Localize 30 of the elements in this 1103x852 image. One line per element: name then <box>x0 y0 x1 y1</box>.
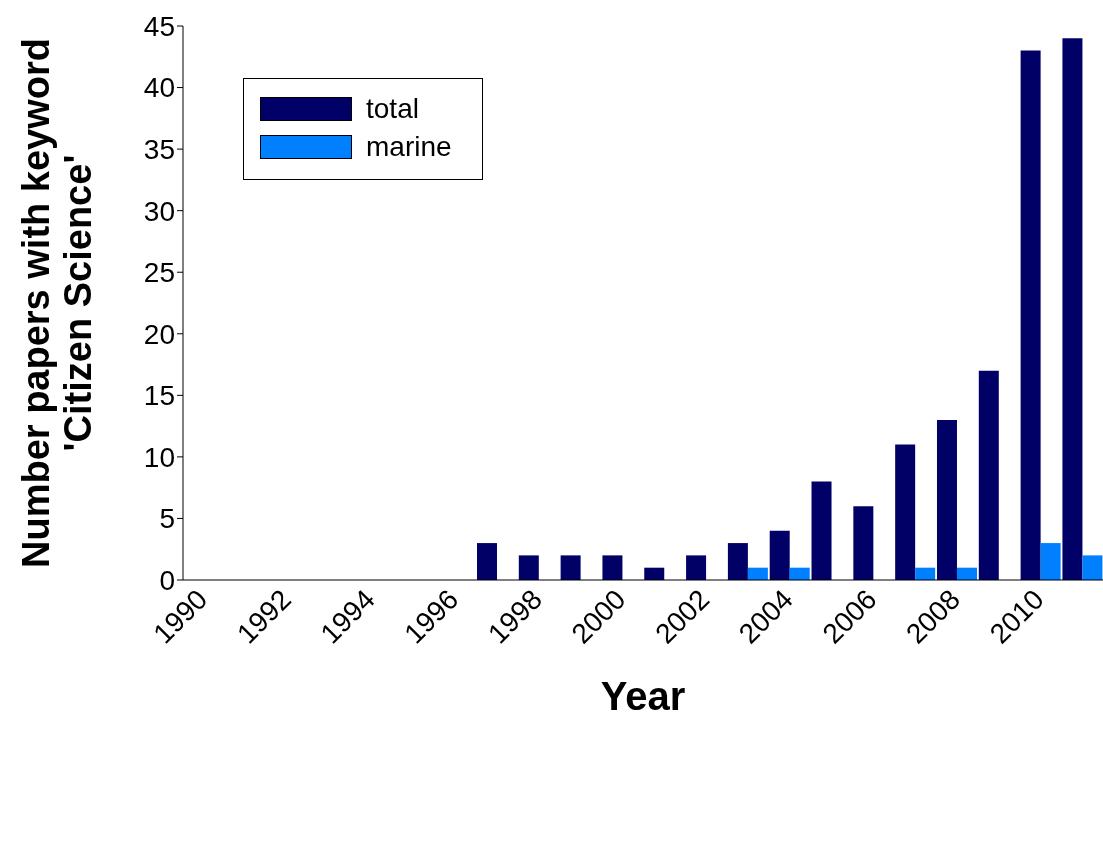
y-tick-label: 35 <box>143 134 175 166</box>
bar <box>686 555 707 580</box>
y-tick-label: 10 <box>143 441 175 473</box>
y-tick-label: 15 <box>143 380 175 412</box>
bar <box>1040 543 1061 580</box>
bar <box>895 444 916 580</box>
bar <box>476 543 497 580</box>
y-tick-label: 5 <box>159 503 175 535</box>
bar <box>978 370 999 580</box>
bar <box>602 555 623 580</box>
y-tick-label: 40 <box>143 72 175 104</box>
y-tick-label: 25 <box>143 257 175 289</box>
bar <box>1020 50 1041 580</box>
bar <box>853 506 874 580</box>
bar <box>727 543 748 580</box>
y-axis-title: Number papers with keyword 'Citizen Science' <box>15 37 99 569</box>
x-axis-title: Year <box>600 674 686 718</box>
y-tick-label: 0 <box>159 564 175 596</box>
bar <box>811 481 832 580</box>
bar <box>936 419 957 580</box>
bar <box>1062 38 1083 580</box>
bar <box>560 555 581 580</box>
y-tick-label: 20 <box>143 318 175 350</box>
bar <box>769 530 790 580</box>
bar <box>518 555 539 580</box>
legend-label: total <box>366 93 419 125</box>
bar <box>1082 555 1103 580</box>
y-tick-label: 45 <box>143 10 175 42</box>
legend-label: marine <box>366 131 452 163</box>
y-tick-label: 30 <box>143 195 175 227</box>
